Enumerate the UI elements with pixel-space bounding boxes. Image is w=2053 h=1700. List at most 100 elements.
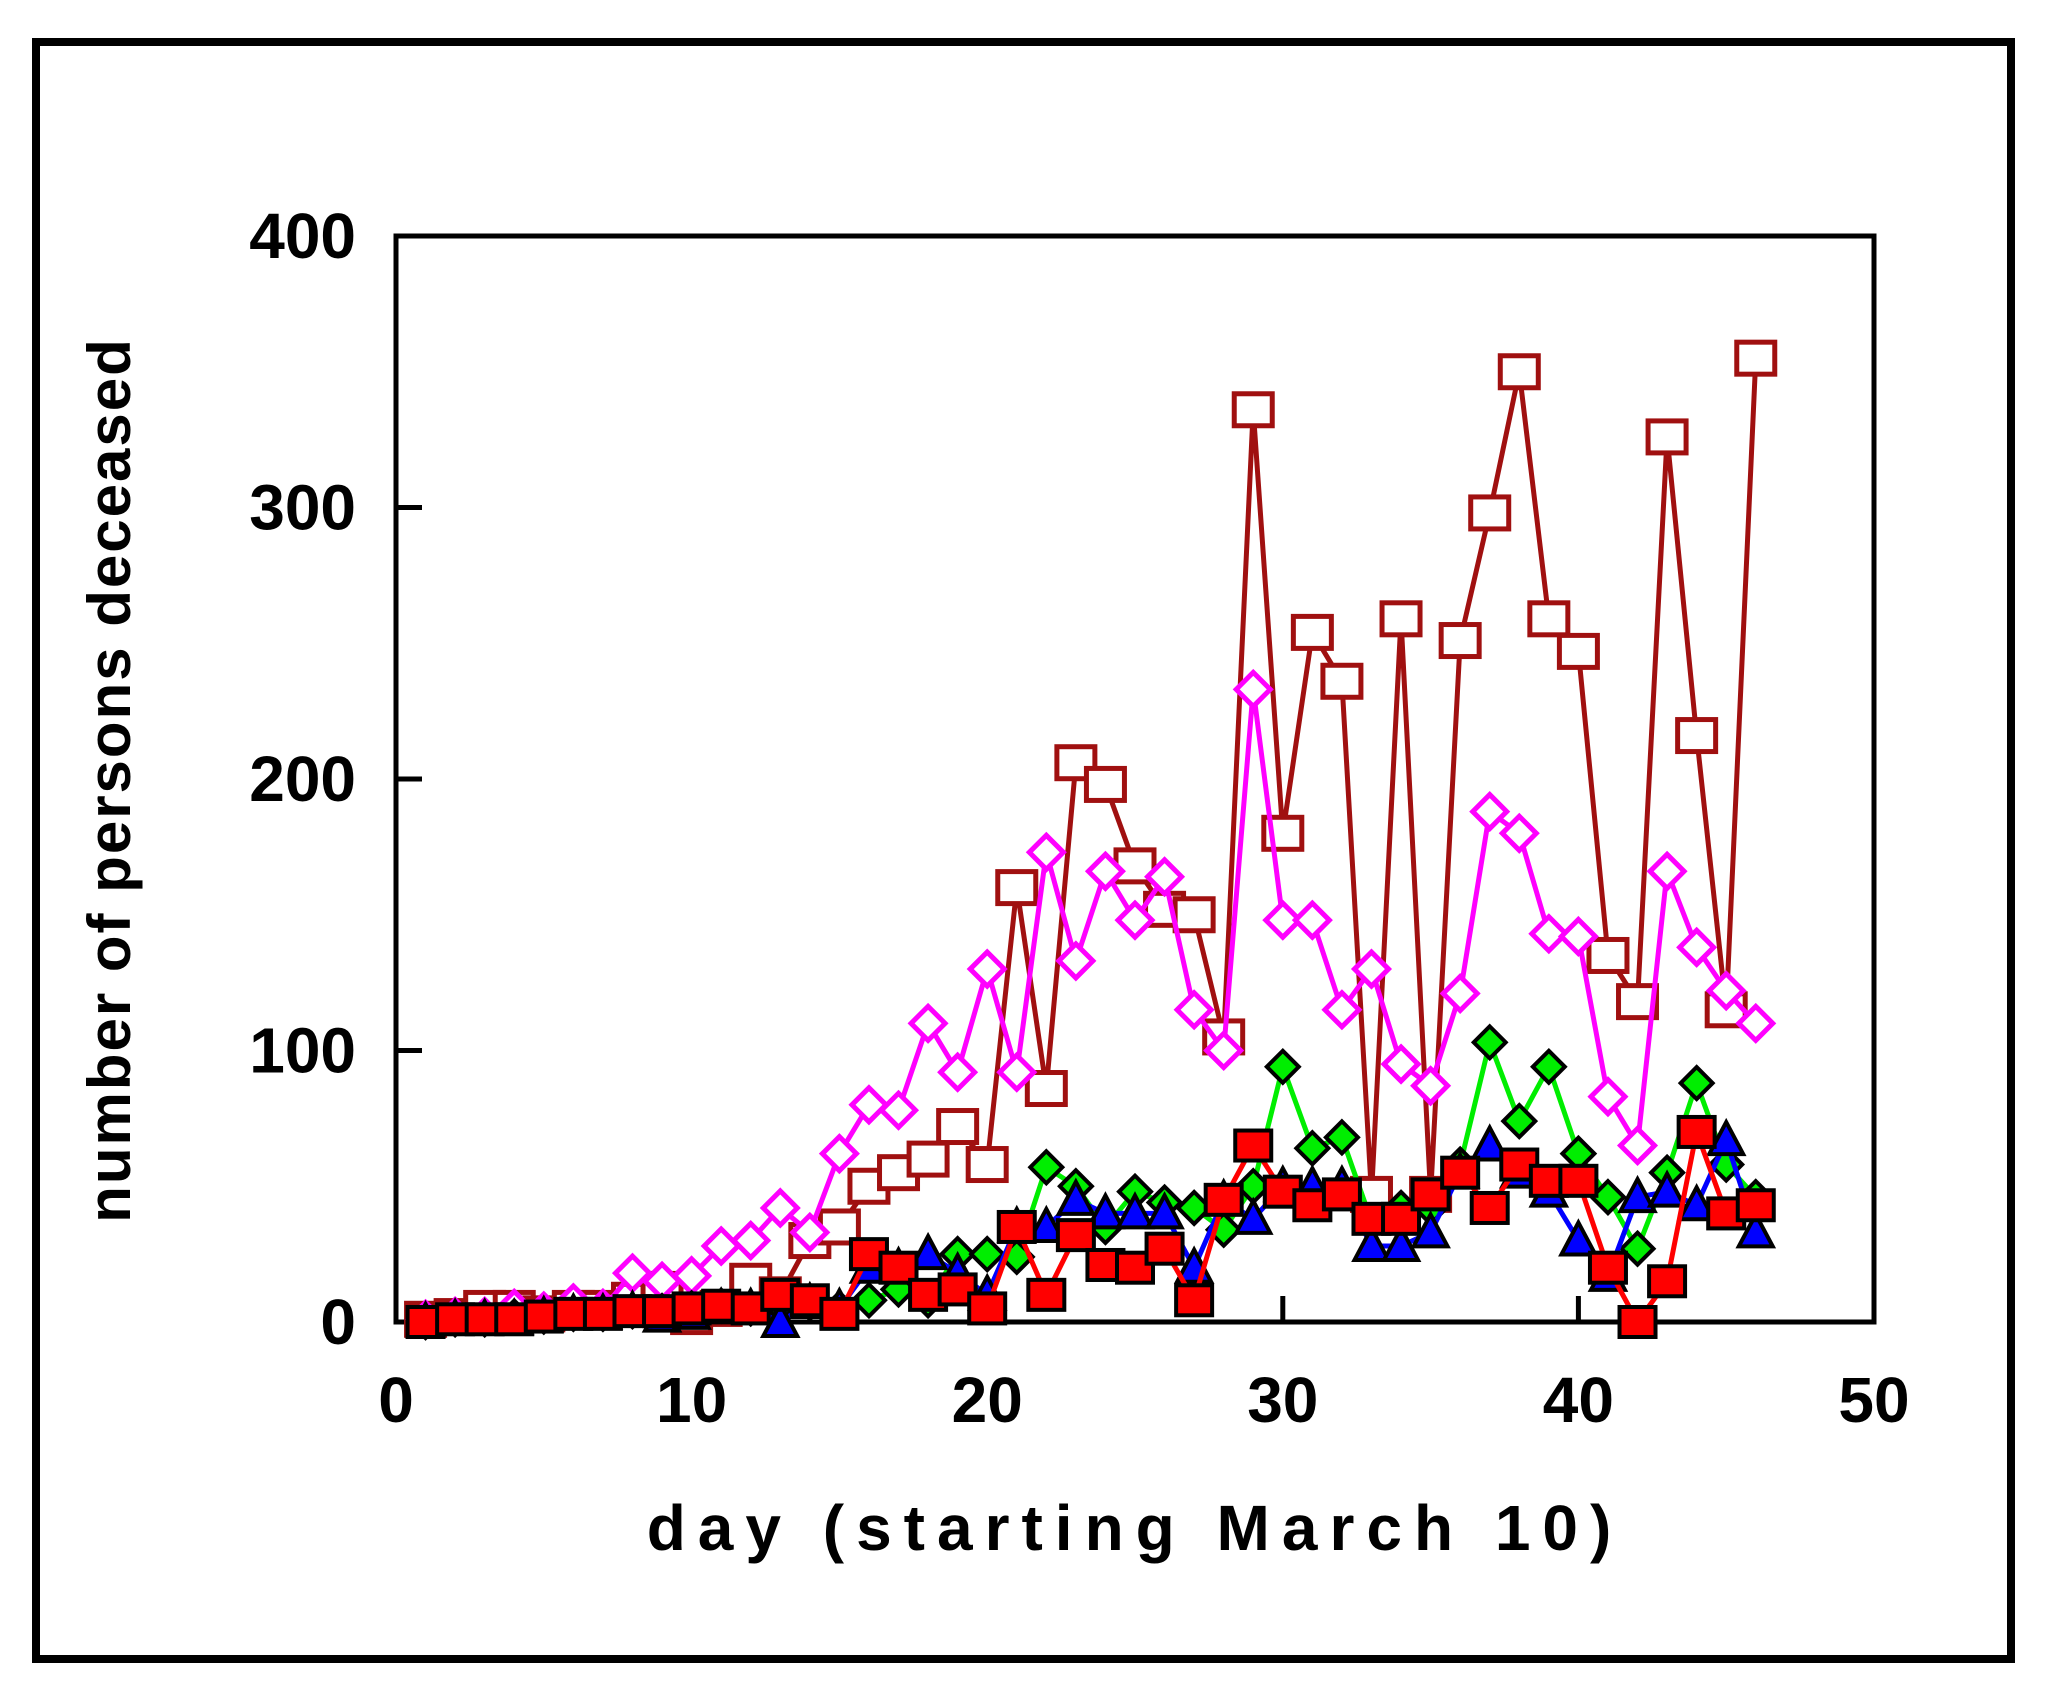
data-point	[1173, 989, 1215, 1031]
data-point	[966, 948, 1008, 990]
data-point	[1380, 1223, 1422, 1262]
data-point	[1705, 1117, 1747, 1157]
data-point	[1410, 1210, 1451, 1249]
data-point	[907, 1002, 949, 1044]
data-point	[996, 1209, 1037, 1244]
series-layer	[404, 339, 1778, 1341]
data-point	[1530, 1047, 1568, 1086]
x-tick-label: 10	[656, 1364, 727, 1436]
data-point	[1647, 1264, 1688, 1299]
data-point	[1558, 1218, 1599, 1257]
data-point	[1114, 899, 1156, 941]
plot-area	[393, 233, 1877, 1325]
data-point	[789, 1211, 831, 1253]
data-point	[1439, 972, 1481, 1015]
data-point	[1084, 850, 1126, 892]
data-point	[1351, 1223, 1392, 1262]
data-point	[1055, 1177, 1097, 1216]
data-point	[1675, 717, 1719, 755]
data-point	[967, 1291, 1008, 1326]
data-point	[1172, 896, 1216, 934]
data-point	[1616, 983, 1660, 1021]
data-point	[1676, 1182, 1717, 1222]
x-tick-label: 40	[1543, 1364, 1614, 1436]
data-point	[1734, 339, 1778, 377]
data-point	[1085, 1191, 1126, 1230]
data-point	[1144, 1231, 1185, 1266]
data-point	[1469, 791, 1511, 833]
x-axis-title: day (starting March 10)	[647, 1492, 1624, 1564]
data-point	[936, 1108, 980, 1146]
y-tick-label: 0	[320, 1286, 356, 1358]
data-point	[1232, 1196, 1274, 1235]
data-point	[1350, 948, 1393, 990]
data-point	[1055, 940, 1097, 982]
data-point	[1410, 1065, 1452, 1107]
data-point	[1618, 1229, 1657, 1268]
data-point	[1083, 765, 1127, 803]
data-point	[818, 1133, 860, 1175]
y-tick-label: 100	[249, 1015, 356, 1087]
data-point	[1025, 831, 1067, 873]
data-point	[1323, 1118, 1361, 1157]
data-point	[1115, 1250, 1155, 1285]
chart-frame	[32, 38, 2015, 1663]
data-point	[968, 1235, 1007, 1273]
data-point	[1321, 989, 1363, 1031]
data-point	[759, 1187, 801, 1229]
data-point	[877, 1089, 920, 1131]
data-point	[1440, 1155, 1481, 1190]
data-point	[1026, 1277, 1067, 1312]
data-point	[1617, 1174, 1658, 1214]
data-point	[1676, 1114, 1717, 1149]
data-point	[1027, 1148, 1066, 1187]
y-axis-title: number of persons deceased	[76, 337, 143, 1223]
data-point	[1410, 1177, 1451, 1212]
data-point	[1587, 1250, 1628, 1285]
data-point	[995, 869, 1039, 907]
x-tick-label: 0	[378, 1364, 414, 1436]
data-point	[1469, 1123, 1511, 1162]
data-point	[1617, 1305, 1658, 1339]
data-point	[1676, 926, 1718, 968]
data-point	[878, 1250, 919, 1285]
data-point	[850, 1281, 888, 1320]
data-point	[1290, 613, 1334, 651]
data-point	[1705, 970, 1747, 1012]
data-point	[965, 1146, 1009, 1184]
x-tick-label: 20	[952, 1364, 1023, 1436]
data-point	[819, 1296, 860, 1331]
data-point	[848, 1084, 890, 1126]
data-point	[1055, 1218, 1096, 1253]
data-point	[1587, 1076, 1629, 1118]
data-point	[1616, 1124, 1659, 1167]
data-point	[1144, 1191, 1185, 1230]
data-point	[1735, 1188, 1776, 1223]
data-point	[1527, 600, 1571, 638]
data-point	[1470, 1023, 1509, 1062]
y-tick-label: 300	[249, 472, 356, 544]
data-point	[1556, 632, 1600, 670]
x-tick-label: 50	[1838, 1364, 1909, 1436]
data-point	[1232, 668, 1274, 710]
data-point	[1054, 744, 1098, 782]
data-point	[1500, 1102, 1539, 1140]
data-point	[1114, 1191, 1156, 1230]
data-point	[1381, 1201, 1422, 1236]
data-point	[1438, 622, 1482, 660]
y-tick-label: 200	[249, 743, 356, 815]
data-point	[1233, 1128, 1274, 1163]
data-point	[996, 1051, 1038, 1093]
data-point	[1645, 418, 1689, 456]
data-point	[1646, 1169, 1688, 1208]
data-point	[1025, 1204, 1067, 1243]
data-point	[1646, 850, 1688, 892]
data-point	[1586, 936, 1630, 974]
data-point	[1144, 856, 1186, 898]
data-point	[1528, 913, 1570, 955]
data-point	[759, 1299, 801, 1338]
data-point	[1231, 391, 1275, 429]
data-point	[1203, 1182, 1244, 1217]
data-point	[1263, 1047, 1302, 1086]
data-point	[1469, 1190, 1510, 1225]
